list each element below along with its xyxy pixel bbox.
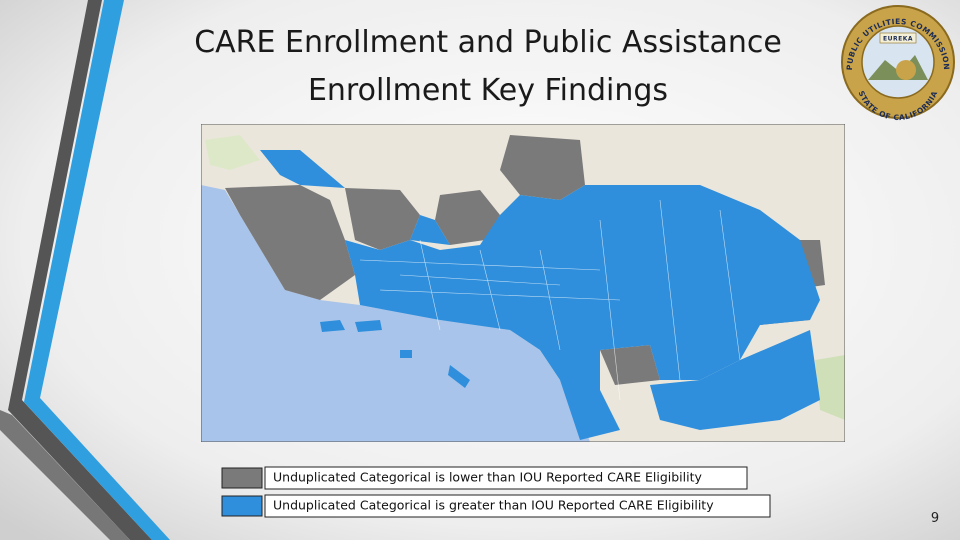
island: [320, 320, 345, 332]
seal-banner-text: EUREKA: [883, 36, 913, 43]
title-line: Enrollment Key Findings: [308, 73, 668, 108]
blue-regions: [260, 150, 820, 440]
map-ocean: [201, 185, 590, 442]
map-park: [205, 135, 260, 170]
stripe-blue: [24, 0, 170, 540]
region: [500, 135, 585, 200]
island: [355, 320, 382, 332]
stripe-dark: [8, 0, 152, 540]
legend: Unduplicated Categorical is lower than I…: [221, 466, 771, 518]
region: [225, 185, 355, 300]
legend-box: [264, 494, 771, 518]
region: [260, 150, 345, 188]
island: [448, 365, 470, 388]
title-line: CARE Enrollment and Public Assistance: [194, 25, 782, 60]
region: [650, 330, 820, 430]
map-park: [815, 355, 845, 420]
legend-swatch: [221, 495, 263, 517]
map: [201, 124, 845, 442]
legend-label: Unduplicated Categorical is greater than…: [273, 498, 714, 513]
seal-figure: [896, 60, 916, 80]
region: [345, 185, 820, 440]
legend-box: [264, 466, 748, 490]
region: [410, 215, 450, 245]
region: [345, 188, 420, 250]
page-number: 9: [931, 511, 939, 526]
stripe-gray: [0, 410, 130, 540]
boundaries: [359, 199, 741, 401]
legend-label: Unduplicated Categorical is lower than I…: [273, 470, 703, 485]
seal-banner: [879, 32, 917, 44]
legend-swatch: [221, 467, 263, 489]
island: [400, 350, 412, 358]
region: [435, 190, 500, 245]
boundary-lines: [359, 199, 741, 401]
